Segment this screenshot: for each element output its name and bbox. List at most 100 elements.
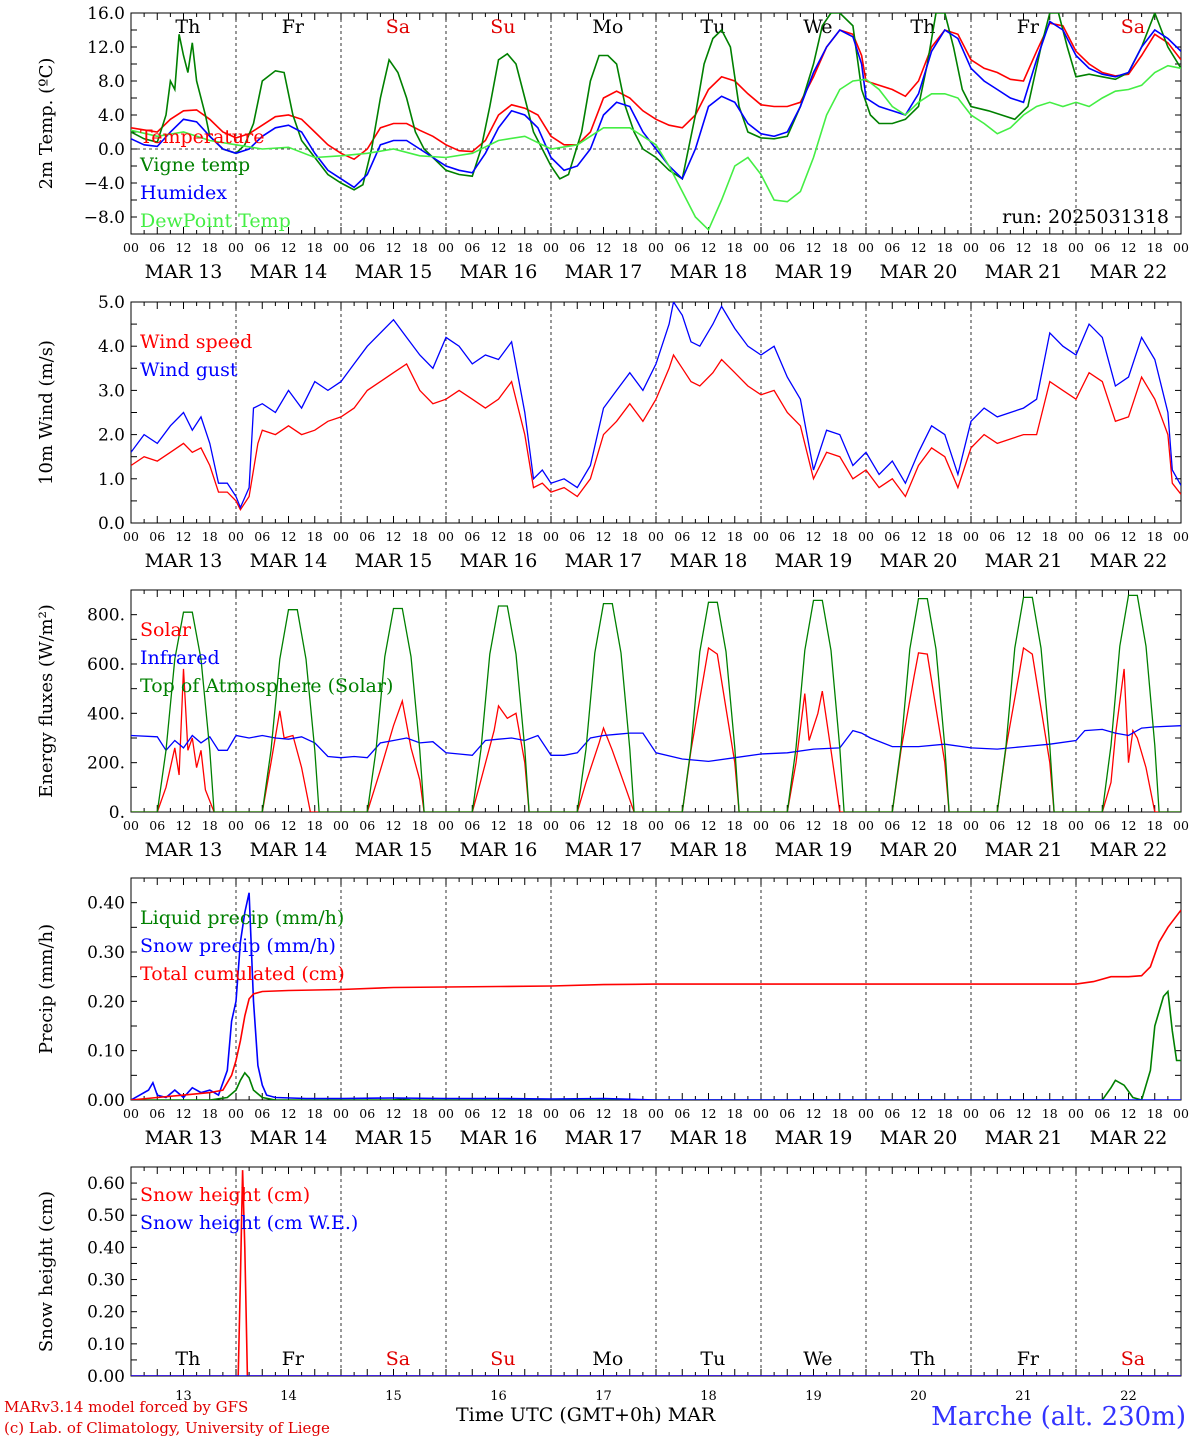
hour-tick-label: 12 [491, 818, 507, 833]
hour-tick-label: 06 [989, 529, 1005, 544]
hour-tick-label: 12 [281, 529, 297, 544]
y-tick-label: 0.0 [98, 140, 125, 160]
y-tick-label: 5.0 [98, 293, 125, 313]
y-tick-label: 0.00 [87, 1091, 125, 1111]
hour-tick-label: 00 [438, 818, 454, 833]
series-line-top-of-atmosphere-solar [131, 594, 1181, 812]
hour-tick-label: 18 [1042, 240, 1058, 255]
hour-tick-label: 00 [648, 529, 664, 544]
date-label: MAR 15 [355, 261, 433, 283]
lab-credit: (c) Lab. of Climatology, University of L… [4, 1419, 330, 1437]
hour-tick-label: 18 [517, 240, 533, 255]
legend-entry: Top of Atmosphere (Solar) [140, 675, 393, 697]
hour-tick-label: 00 [123, 240, 139, 255]
hour-tick-label: 00 [438, 1106, 454, 1121]
hour-tick-label: 00 [963, 240, 979, 255]
hour-tick-label: 00 [648, 818, 664, 833]
hour-tick-label: 18 [832, 818, 848, 833]
series-line-snow-height-cm [131, 1170, 1181, 1376]
hour-tick-label: 18 [412, 1106, 428, 1121]
hour-tick-label: 12 [596, 818, 612, 833]
y-axis-title: 10m Wind (m/s) [36, 340, 57, 485]
hour-tick-label: 12 [176, 240, 192, 255]
hour-tick-label: 00 [543, 818, 559, 833]
hour-tick-label: 12 [911, 529, 927, 544]
weekday-label: Th [910, 1348, 935, 1370]
y-tick-label: 0.00 [87, 1367, 125, 1387]
x-axis-label: Time UTC (GMT+0h) [456, 1404, 662, 1426]
hour-tick-label: 00 [333, 529, 349, 544]
hour-tick-label: 18 [1042, 818, 1058, 833]
day-number-label: 21 [1015, 1389, 1032, 1400]
hour-tick-label: 18 [1042, 529, 1058, 544]
y-axis-title: Energy fluxes (W/m²) [36, 604, 57, 798]
hour-tick-label: 06 [569, 1106, 585, 1121]
hour-tick-label: 00 [1173, 240, 1189, 255]
date-label: MAR 19 [775, 550, 853, 572]
hour-tick-label: 12 [806, 240, 822, 255]
hour-tick-label: 12 [701, 1106, 717, 1121]
weekday-label: Sa [1121, 1348, 1145, 1370]
date-label: MAR 22 [1090, 261, 1168, 283]
hour-tick-label: 00 [228, 240, 244, 255]
hour-tick-label: 18 [622, 529, 638, 544]
hour-tick-label: 00 [333, 240, 349, 255]
hour-tick-label: 12 [386, 529, 402, 544]
date-label: MAR 18 [670, 1127, 748, 1149]
hour-tick-label: 00 [123, 529, 139, 544]
date-label: MAR 22 [1090, 1127, 1168, 1149]
hour-tick-label: 18 [517, 529, 533, 544]
hour-tick-label: 06 [149, 1106, 165, 1121]
hour-tick-label: 18 [202, 818, 218, 833]
hour-tick-label: 00 [858, 818, 874, 833]
hour-tick-label: 18 [1147, 818, 1163, 833]
y-tick-label: 0.20 [87, 1303, 125, 1323]
hour-tick-label: 00 [963, 818, 979, 833]
hour-tick-label: 06 [464, 1106, 480, 1121]
y-tick-label: 400. [87, 704, 125, 724]
hour-tick-label: 18 [202, 529, 218, 544]
hour-tick-label: 00 [438, 240, 454, 255]
hour-tick-label: 12 [1016, 818, 1032, 833]
date-label: MAR 14 [250, 550, 328, 572]
hour-tick-label: 06 [254, 818, 270, 833]
hour-tick-label: 00 [333, 818, 349, 833]
hour-tick-label: 00 [753, 1106, 769, 1121]
hour-tick-label: 06 [149, 529, 165, 544]
hour-tick-label: 06 [674, 240, 690, 255]
y-tick-label: 600. [87, 655, 125, 675]
hour-tick-label: 18 [727, 529, 743, 544]
weekday-label: Mo [592, 1348, 623, 1370]
hour-tick-label: 06 [359, 1106, 375, 1121]
hour-tick-label: 00 [1173, 1106, 1189, 1121]
hour-tick-label: 06 [989, 818, 1005, 833]
hour-tick-label: 12 [1121, 818, 1137, 833]
hour-tick-label: 06 [884, 529, 900, 544]
date-label: MAR 22 [1090, 839, 1168, 861]
hour-tick-label: 00 [753, 240, 769, 255]
date-label: MAR 18 [670, 839, 748, 861]
hour-tick-label: 00 [228, 1106, 244, 1121]
hour-tick-label: 00 [858, 240, 874, 255]
hour-tick-label: 18 [1147, 1106, 1163, 1121]
y-tick-label: 4.0 [98, 106, 125, 126]
hour-tick-label: 18 [412, 240, 428, 255]
hour-tick-label: 06 [779, 529, 795, 544]
hour-tick-label: 00 [753, 529, 769, 544]
series-line-humidex [131, 20, 1181, 189]
legend-entry: Snow precip (mm/h) [140, 935, 336, 957]
hour-tick-label: 00 [1068, 529, 1084, 544]
hour-tick-label: 06 [779, 240, 795, 255]
hour-tick-label: 12 [701, 818, 717, 833]
weekday-label: Tu [700, 1348, 725, 1370]
legend-entry: Humidex [140, 182, 227, 204]
hour-tick-label: 00 [858, 1106, 874, 1121]
hour-tick-label: 18 [517, 1106, 533, 1121]
y-tick-label: 3.0 [98, 381, 125, 401]
day-number-label: 19 [805, 1389, 822, 1400]
date-label: MAR 17 [565, 1127, 643, 1149]
hour-tick-label: 12 [1016, 240, 1032, 255]
series-line-temperature [131, 22, 1181, 161]
hour-tick-label: 18 [1147, 240, 1163, 255]
legend-entry: Liquid precip (mm/h) [140, 907, 344, 929]
